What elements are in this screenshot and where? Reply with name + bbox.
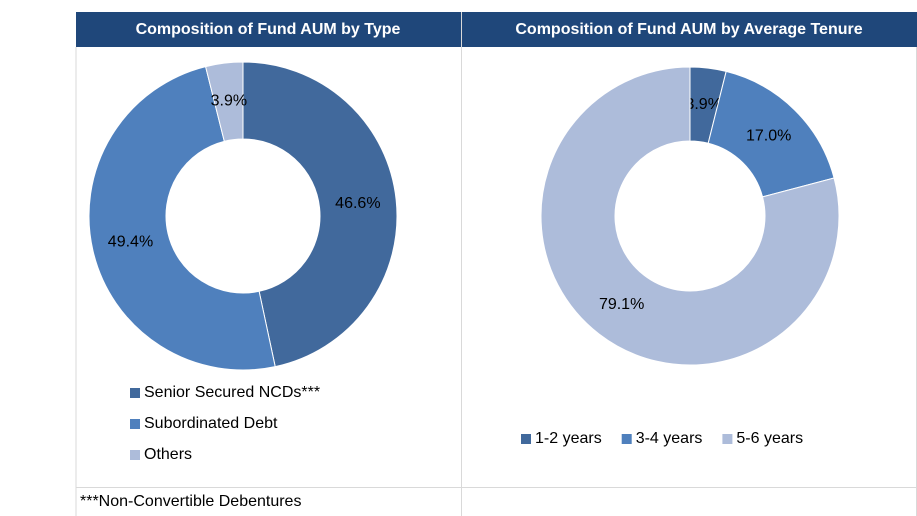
donut-slice xyxy=(88,66,276,371)
legend-swatch xyxy=(521,434,531,444)
footnote: ***Non-Convertible Debentures xyxy=(80,493,301,510)
legend-swatch xyxy=(621,434,632,444)
header-bar xyxy=(76,12,461,47)
donut-slice xyxy=(540,66,840,366)
data-label: 79.1% xyxy=(599,296,644,313)
legend-swatch xyxy=(722,434,733,444)
legend-swatch xyxy=(130,450,140,460)
header-bar xyxy=(462,12,917,47)
chart-title: Composition of Fund AUM by Average Tenur… xyxy=(515,21,862,38)
legend-label: Others xyxy=(144,446,192,463)
chart-title: Composition of Fund AUM by Type xyxy=(136,21,401,38)
legend-swatch xyxy=(130,419,140,429)
legend-label: Senior Secured NCDs*** xyxy=(144,384,320,401)
legend-swatch xyxy=(130,388,140,398)
data-label: 46.6% xyxy=(335,195,380,212)
donut-slice xyxy=(204,61,244,142)
legend-label: Subordinated Debt xyxy=(144,415,278,432)
data-label: 49.4% xyxy=(108,233,153,250)
data-label: 3.9% xyxy=(211,93,247,110)
legend-label: 5-6 years xyxy=(736,430,803,447)
data-label: 3.9% xyxy=(685,96,721,113)
data-label: 17.0% xyxy=(746,128,791,145)
legend-label: 3-4 years xyxy=(636,430,703,447)
donut-slice xyxy=(242,61,398,368)
legend-label: 1-2 years xyxy=(535,430,602,447)
